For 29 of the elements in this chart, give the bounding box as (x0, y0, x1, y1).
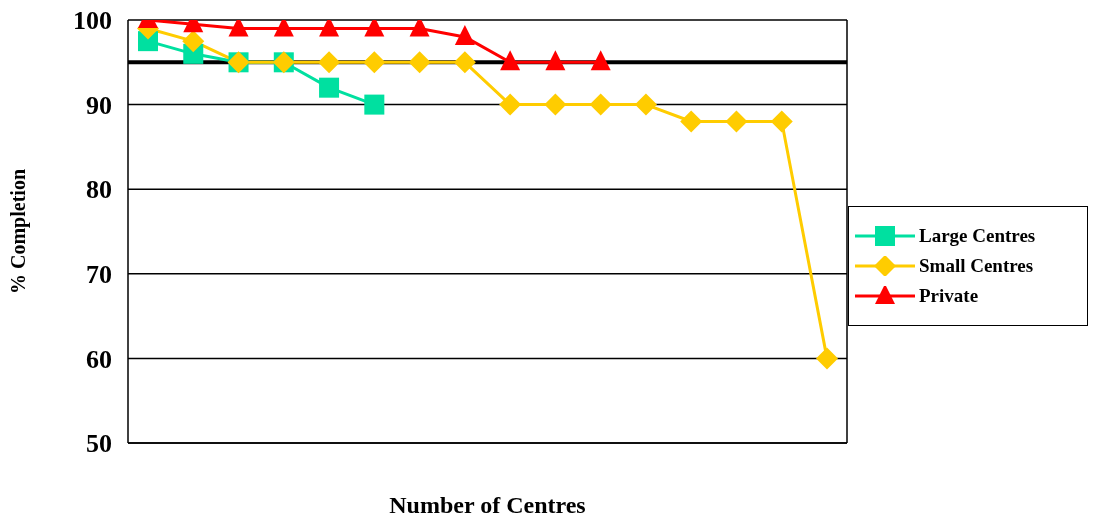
point (500, 50, 521, 71)
point (408, 51, 431, 74)
point (770, 110, 793, 133)
x-axis-title: Number of Centres (389, 492, 586, 518)
point (590, 50, 611, 71)
y-axis-title: % Completion (7, 169, 31, 294)
point (589, 93, 612, 116)
point (680, 110, 703, 133)
point (545, 50, 566, 71)
y-tick-label: 90 (86, 90, 112, 120)
point (634, 93, 657, 116)
legend-label: Private (919, 284, 979, 307)
y-tick-label: 80 (86, 175, 112, 205)
point (544, 93, 567, 116)
legend-label: Large Centres (919, 224, 1036, 247)
point (816, 347, 838, 370)
point (319, 77, 340, 98)
legend-label: Small Centres (919, 254, 1034, 277)
point (499, 93, 522, 116)
point (364, 94, 385, 115)
y-tick-label: 100 (73, 6, 112, 36)
y-tick-label: 50 (86, 429, 112, 459)
y-tick-label: 70 (86, 260, 112, 290)
point (363, 51, 386, 74)
y-tick-label: 60 (86, 344, 112, 374)
point (725, 110, 748, 133)
point (318, 51, 341, 74)
point (182, 30, 205, 53)
point (453, 51, 476, 74)
